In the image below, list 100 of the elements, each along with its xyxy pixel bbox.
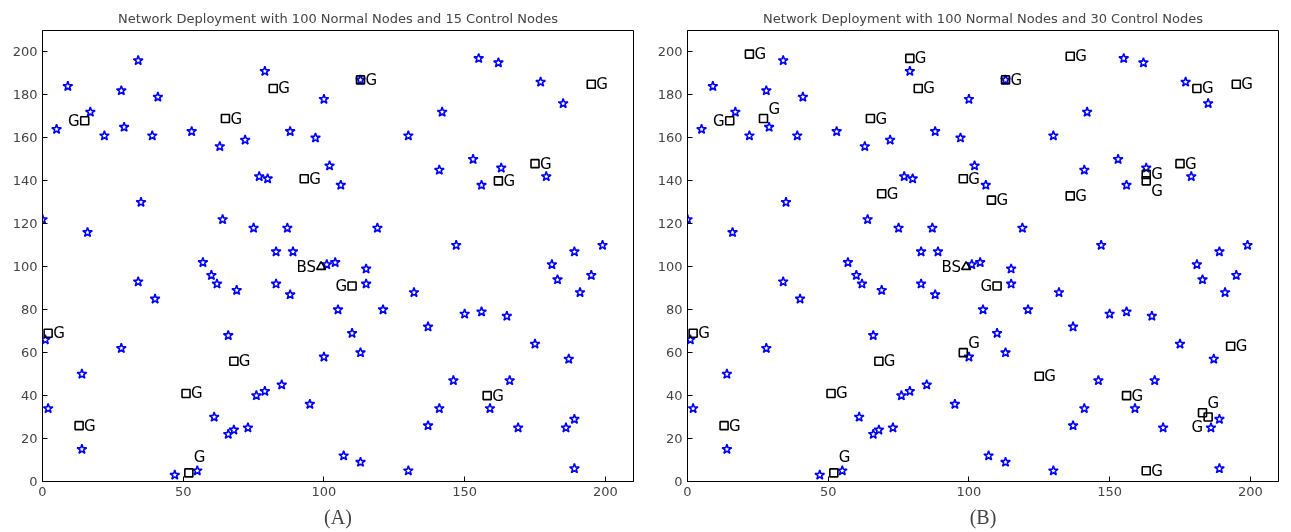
data-label: G [365, 70, 378, 89]
point [719, 420, 729, 431]
data-label: G [230, 109, 243, 128]
data-label: G [1201, 79, 1214, 98]
point [688, 328, 698, 339]
point [986, 195, 997, 205]
x-tick-label: 200 [1237, 483, 1263, 499]
chart-title: Network Deployment with 100 Normal Nodes and 15 Control Nodes [118, 10, 559, 26]
text: (A) [324, 505, 352, 529]
y-tick-label: 180 [657, 87, 683, 103]
point [744, 49, 755, 59]
point [876, 188, 887, 199]
data-label: G [596, 75, 608, 94]
data-label: G [53, 324, 65, 343]
data-label: G [1241, 75, 1253, 94]
data-label: G [193, 447, 206, 466]
data-label: G [278, 79, 290, 98]
data-label: G [698, 324, 710, 343]
chart-title: Network Deployment with 100 Normal Nodes and 30 Control Nodes [763, 10, 1204, 26]
data-label: G [1151, 461, 1163, 480]
point [74, 420, 84, 431]
x-tick-label: 150 [452, 483, 478, 499]
data-label: G [1075, 186, 1087, 205]
y-tick-label: 160 [657, 130, 683, 146]
point [724, 115, 735, 126]
point [315, 260, 327, 271]
x-tick-label: 150 [1097, 483, 1123, 499]
data-label: G [540, 154, 552, 173]
point [1203, 412, 1213, 422]
point [482, 390, 492, 401]
data-label: G [238, 352, 251, 371]
data-label: G [914, 49, 927, 68]
data-label: G [886, 184, 899, 203]
data-label: G [923, 79, 935, 98]
point [958, 173, 969, 184]
y-tick-label: 120 [657, 216, 683, 232]
data-label: G [1010, 70, 1023, 89]
y-tick-label: 60 [20, 345, 38, 361]
y-tick-label: 140 [12, 173, 38, 189]
y-tick-label: 160 [12, 130, 38, 146]
data-label: G [503, 171, 516, 190]
data-label: G [68, 111, 80, 130]
data-label: G [968, 333, 980, 352]
point [220, 113, 231, 124]
point [1034, 371, 1045, 382]
point [1175, 158, 1185, 169]
point [905, 53, 915, 64]
point [758, 113, 769, 124]
point [1141, 169, 1152, 180]
y-tick-label: 180 [12, 87, 38, 103]
x-tick-label: 50 [819, 483, 837, 499]
data-label: G [1191, 418, 1204, 437]
data-label: G [1044, 367, 1056, 386]
y-tick-label: 40 [20, 388, 38, 404]
point [530, 158, 540, 169]
point [829, 468, 839, 478]
point [79, 115, 90, 126]
data-label: G [754, 45, 767, 64]
y-tick-label: 80 [665, 302, 683, 318]
point [347, 281, 357, 291]
data-label: G [1235, 337, 1248, 356]
data-label: BS [296, 257, 317, 276]
point [1065, 191, 1076, 201]
data-label: G [1207, 393, 1220, 412]
point [874, 356, 884, 367]
data-label: G [1151, 181, 1163, 200]
x-tick-label: 50 [174, 483, 192, 499]
point [493, 176, 504, 186]
point [1121, 390, 1132, 401]
point [992, 281, 1002, 291]
point [586, 79, 597, 89]
y-tick-label: 60 [665, 345, 683, 361]
data-label: G [883, 352, 896, 371]
y-tick-label: 200 [12, 44, 38, 60]
y-tick-label: 200 [657, 44, 683, 60]
point [960, 260, 972, 271]
point [958, 347, 969, 358]
y-tick-label: 80 [20, 302, 38, 318]
data-label: G [84, 416, 96, 435]
data-label: G [1151, 165, 1163, 184]
data-label: G [191, 384, 203, 403]
x-tick-label: 100 [956, 483, 982, 499]
data-label: G [1131, 386, 1144, 405]
point [1192, 83, 1202, 94]
point [43, 328, 53, 339]
data-label: G [838, 447, 851, 466]
data-label: G [996, 191, 1009, 210]
data-label: G [492, 386, 504, 405]
point [1065, 51, 1076, 62]
point [181, 388, 191, 399]
y-tick-label: 140 [657, 173, 683, 189]
data-label: G [968, 169, 980, 188]
text: (B) [969, 505, 997, 529]
x-tick-label: 200 [592, 483, 618, 499]
data-label: G [729, 416, 741, 435]
point [1141, 176, 1152, 186]
data-label: G [836, 384, 848, 403]
x-tick-label: 100 [311, 483, 337, 499]
y-tick-label: 100 [12, 259, 38, 275]
point [184, 468, 194, 478]
